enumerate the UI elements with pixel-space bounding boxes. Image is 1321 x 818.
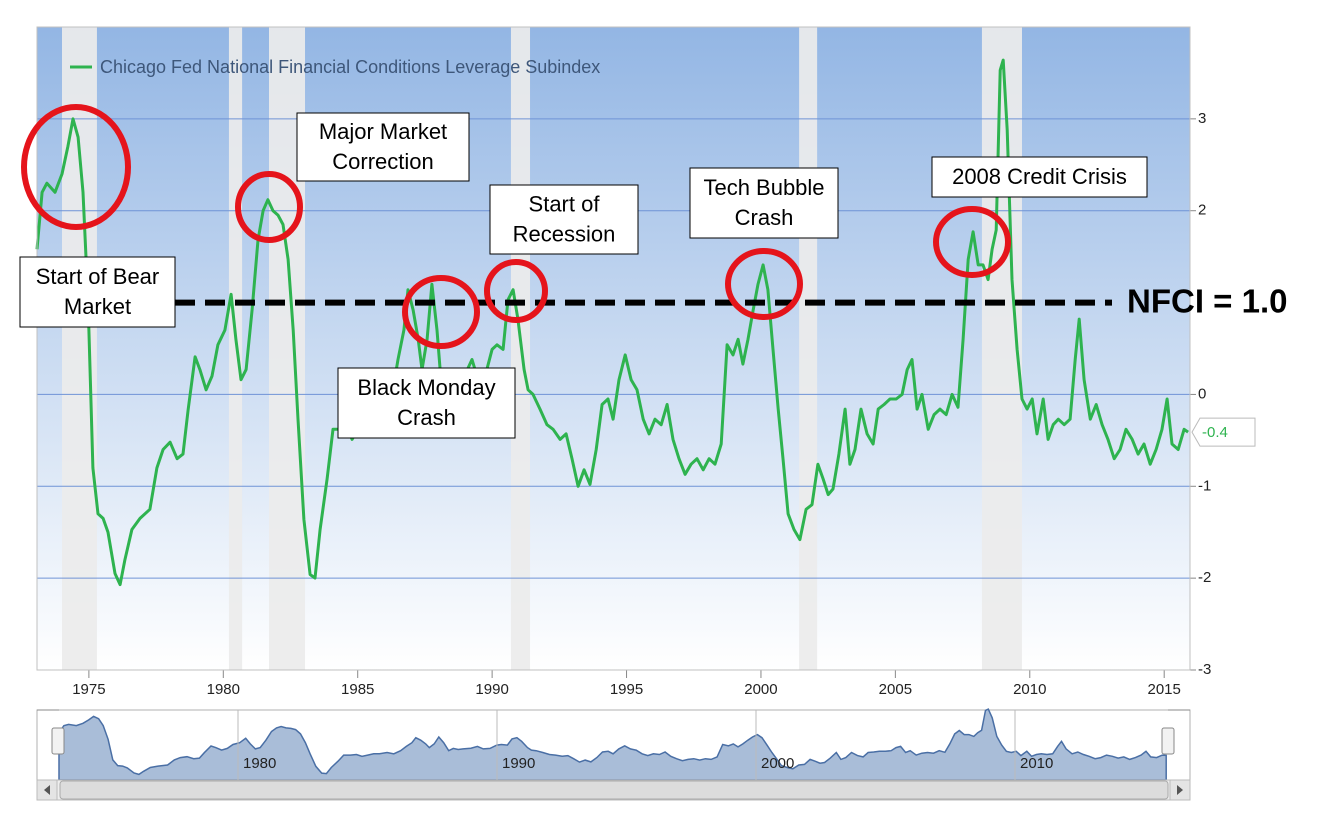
navigator-handle[interactable] [1161,727,1175,755]
x-tick-label: 1980 [207,681,240,698]
x-tick-label: 2015 [1148,681,1181,698]
x-tick-label: 1995 [610,681,643,698]
annotation-text: Start of [529,191,601,216]
highlight-circle [933,206,1011,278]
annotation-box [296,112,470,182]
y-tick-label: -2 [1198,569,1211,586]
x-tick-label: 1985 [341,681,374,698]
highlight-circle [235,171,303,243]
highlight-circle [725,248,803,320]
annotation-text: Market [64,294,131,319]
navigator-area [58,708,1167,781]
x-tick-label: 2010 [1013,681,1046,698]
annotation-box [689,167,839,239]
annotation-box [337,367,516,439]
navigator-tick-label: 1980 [243,755,276,772]
y-tick-label: 0 [1198,385,1206,402]
annotation-text: Correction [332,149,433,174]
series-line [35,58,1189,587]
recession-band [228,27,243,670]
annotation-text: Major Market [319,119,447,144]
navigator-tick-label: 2010 [1020,755,1053,772]
annotation-text: Start of Bear [36,264,160,289]
recession-band [981,27,1022,670]
highlight-circle [402,275,480,349]
annotation-text: Black Monday [357,375,495,400]
reference-label: NFCI = 1.0 [1127,282,1287,319]
x-tick-label: 1975 [72,681,105,698]
navigator-tick-label: 1990 [502,755,535,772]
plot-border [36,26,1191,671]
last-value-label: -0.4 [1202,424,1228,441]
arrow [44,785,50,795]
recession-band [62,27,97,670]
x-tick-label: 2000 [744,681,777,698]
annotation-text: Crash [397,405,456,430]
highlight-circle [21,104,131,230]
annotation-box [931,156,1148,198]
navigator-handle[interactable] [51,727,65,755]
x-tick-label: 1990 [475,681,508,698]
annotation-text: Crash [735,205,794,230]
x-tick-label: 2005 [879,681,912,698]
y-tick-label: -1 [1198,477,1211,494]
annotation-box [19,256,176,328]
highlight-circle [484,259,548,323]
arrow [1177,785,1183,795]
last-value-box [1191,417,1256,447]
legend-label: Chicago Fed National Financial Condition… [100,57,600,77]
navigator-tick-label: 2000 [761,755,794,772]
y-tick-label: 3 [1198,110,1206,127]
annotation-text: Recession [513,221,616,246]
annotation-box [489,184,639,255]
annotation-text: 2008 Credit Crisis [952,164,1127,189]
annotation-text: Tech Bubble [703,175,824,200]
y-tick-label: -3 [1198,661,1211,678]
y-tick-label: 2 [1198,202,1206,219]
scroll-thumb[interactable] [59,780,1169,800]
recession-band [799,27,818,670]
